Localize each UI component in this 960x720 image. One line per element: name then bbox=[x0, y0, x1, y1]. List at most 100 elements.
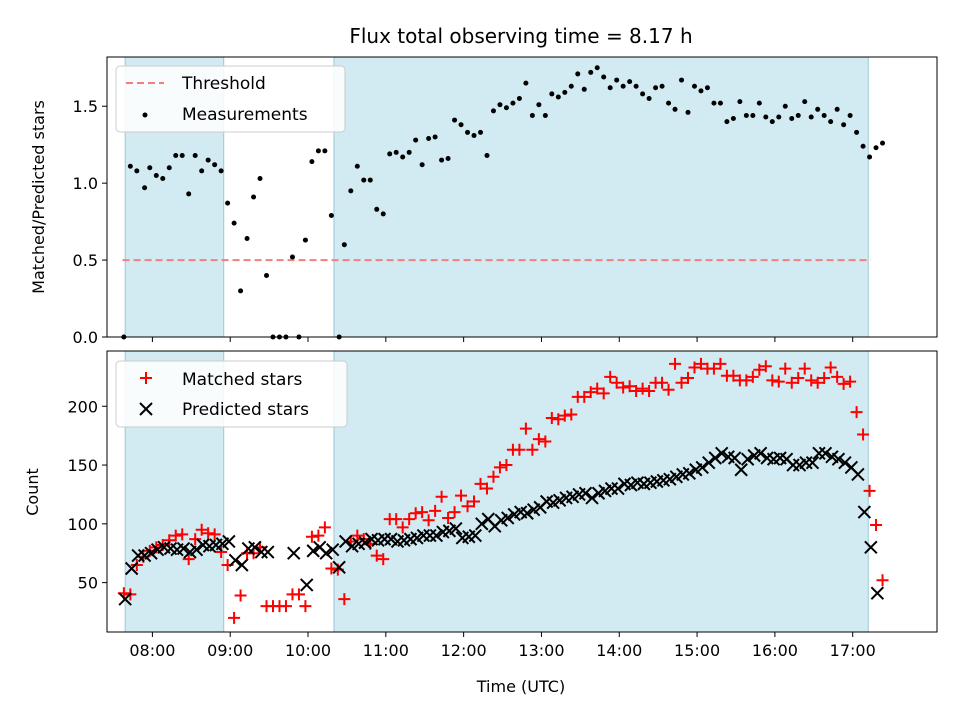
measurement-point bbox=[743, 112, 749, 118]
measurement-point bbox=[225, 200, 231, 206]
matched-star-point bbox=[312, 529, 325, 542]
matched-star-point bbox=[130, 558, 143, 571]
matched-star-point bbox=[617, 381, 630, 394]
y-tick-label: 0.5 bbox=[73, 251, 98, 270]
predicted-star-point bbox=[118, 592, 132, 606]
measurement-point bbox=[251, 194, 257, 200]
matched-star-point bbox=[279, 600, 292, 613]
measurement-point bbox=[672, 106, 678, 112]
matched-star-point bbox=[850, 406, 863, 419]
predicted-star-point bbox=[585, 491, 599, 505]
matched-star-point bbox=[189, 533, 202, 546]
measurement-point bbox=[763, 114, 769, 120]
predicted-star-point bbox=[228, 553, 243, 567]
x-tick-label: 17:00 bbox=[830, 641, 876, 660]
matched-star-point bbox=[662, 383, 675, 396]
measurement-point bbox=[490, 108, 496, 114]
measurement-point bbox=[199, 168, 205, 174]
measurement-point bbox=[847, 112, 853, 118]
legend-matched-swatch bbox=[140, 372, 152, 384]
y-tick-label: 1.0 bbox=[73, 174, 98, 193]
predicted-star-point bbox=[851, 467, 865, 482]
matched-star-point bbox=[863, 484, 876, 497]
x-tick-label: 15:00 bbox=[674, 641, 720, 660]
measurement-point bbox=[588, 69, 594, 75]
measurement-point bbox=[562, 89, 568, 95]
predicted-star-point bbox=[708, 451, 722, 465]
measurement-point bbox=[594, 65, 600, 71]
measurement-point bbox=[750, 112, 756, 118]
measurement-point bbox=[614, 77, 620, 83]
measurement-point bbox=[828, 119, 834, 125]
predicted-star-point bbox=[176, 541, 191, 556]
predicted-star-point bbox=[248, 540, 262, 555]
matched-star-point bbox=[325, 562, 338, 575]
measurement-point bbox=[802, 99, 808, 105]
measurement-point bbox=[808, 114, 814, 120]
matched-star-point bbox=[669, 357, 682, 370]
measurement-point bbox=[257, 176, 263, 182]
predicted-star-point bbox=[319, 546, 333, 560]
measurement-point bbox=[834, 106, 840, 112]
matched-star-point bbox=[630, 384, 643, 397]
top-panel-legend: Threshold Measurements bbox=[115, 65, 346, 133]
bottom-panel-legend: Matched stars Predicted stars bbox=[115, 360, 348, 428]
measurement-point bbox=[302, 237, 308, 243]
measurement-point bbox=[497, 102, 503, 108]
matched-star-point bbox=[811, 376, 824, 389]
matched-star-point bbox=[532, 433, 545, 446]
predicted-star-point bbox=[475, 517, 489, 531]
measurement-point bbox=[867, 154, 873, 160]
measurement-point bbox=[186, 191, 192, 197]
matched-star-point bbox=[416, 506, 429, 519]
measurement-point bbox=[328, 212, 334, 218]
matched-star-point bbox=[824, 361, 837, 374]
measurement-point bbox=[821, 112, 827, 118]
measurement-point bbox=[575, 71, 581, 77]
matched-star-point bbox=[526, 443, 539, 456]
matched-star-point bbox=[785, 376, 798, 389]
measurement-point bbox=[633, 83, 639, 89]
matched-star-point bbox=[208, 528, 221, 541]
measurement-point bbox=[782, 103, 788, 109]
measurement-point bbox=[393, 149, 399, 155]
top-panel-ylabel: Matched/Predicted stars bbox=[29, 100, 48, 294]
matched-star-point bbox=[474, 477, 487, 490]
x-tick-label: 11:00 bbox=[363, 641, 409, 660]
measurement-point bbox=[717, 100, 723, 106]
matched-star-point bbox=[305, 530, 318, 543]
matched-star-point bbox=[377, 553, 390, 566]
matched-star-point bbox=[448, 506, 461, 519]
predicted-star-point bbox=[222, 534, 236, 549]
measurement-point bbox=[348, 188, 354, 194]
measurement-point bbox=[510, 100, 516, 106]
matched-star-point bbox=[539, 435, 552, 448]
matched-star-point bbox=[435, 490, 448, 503]
matched-star-point bbox=[694, 357, 707, 370]
predicted-star-point bbox=[254, 545, 269, 559]
predicted-star-point bbox=[416, 528, 431, 543]
matched-star-point bbox=[753, 363, 766, 376]
measurement-point bbox=[536, 102, 542, 108]
predicted-star-point bbox=[449, 521, 463, 536]
measurement-point bbox=[419, 162, 425, 168]
measurement-point bbox=[724, 119, 730, 125]
matched-star-point bbox=[604, 370, 617, 383]
measurement-point bbox=[860, 143, 866, 149]
predicted-star-point bbox=[235, 558, 249, 572]
matched-star-point bbox=[805, 374, 818, 387]
measurement-point bbox=[555, 94, 561, 100]
bottom-panel-frame bbox=[106, 350, 938, 633]
measurement-point bbox=[471, 132, 477, 138]
matched-star-point bbox=[675, 376, 688, 389]
matched-star-point bbox=[707, 362, 720, 375]
measurement-point bbox=[789, 116, 795, 122]
predicted-star-point bbox=[287, 546, 301, 560]
predicted-star-point bbox=[429, 528, 444, 543]
measurement-point bbox=[776, 114, 782, 120]
y-tick-label: 150 bbox=[67, 456, 98, 475]
measurement-point bbox=[134, 168, 140, 174]
predicted-star-point bbox=[306, 544, 320, 558]
top-panel-marks bbox=[121, 65, 886, 340]
